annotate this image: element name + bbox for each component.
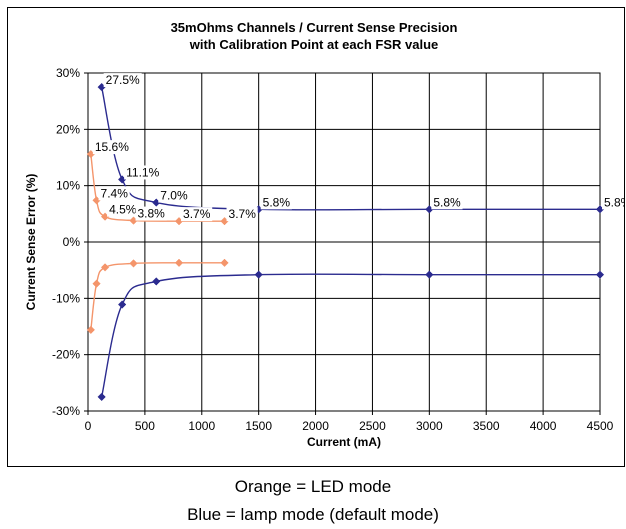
data-label-bg bbox=[135, 206, 167, 221]
data-label-bg bbox=[181, 207, 213, 222]
x-tick-label: 2000 bbox=[302, 419, 329, 433]
data-label-bg bbox=[260, 195, 292, 210]
data-label-bg bbox=[602, 195, 624, 210]
data-label: 15.6% bbox=[95, 140, 129, 154]
data-label: 3.8% bbox=[138, 207, 166, 221]
x-tick-label: 4500 bbox=[587, 419, 614, 433]
data-label: 3.7% bbox=[183, 207, 211, 221]
x-tick-label: 0 bbox=[85, 419, 92, 433]
data-label-bg bbox=[103, 73, 142, 88]
series-4-point bbox=[92, 279, 101, 288]
y-tick-label: -20% bbox=[52, 348, 80, 362]
series-2-point bbox=[254, 270, 263, 279]
series-2-point bbox=[97, 392, 106, 402]
caption-blue-lamp-mode: Blue = lamp mode (default mode) bbox=[187, 505, 439, 524]
series-2-point bbox=[425, 270, 434, 279]
data-label: 7.4% bbox=[101, 186, 129, 200]
series-4-point bbox=[129, 259, 138, 268]
y-tick-label: -30% bbox=[52, 404, 80, 418]
data-label: 3.7% bbox=[229, 207, 257, 221]
chart-frame: 35mOhms Channels / Current Sense Precisi… bbox=[7, 7, 625, 467]
series-2-point bbox=[595, 270, 605, 279]
chart-title-line-1: 35mOhms Channels / Current Sense Precisi… bbox=[171, 20, 458, 35]
x-tick-label: 3000 bbox=[416, 419, 443, 433]
y-tick-label: 20% bbox=[56, 122, 80, 136]
y-axis-label: Current Sense Error (%) bbox=[24, 174, 38, 311]
series-4-point bbox=[220, 258, 229, 267]
data-label-bg bbox=[158, 188, 190, 203]
data-label: 11.1% bbox=[126, 165, 159, 179]
data-label: 5.8% bbox=[263, 195, 291, 209]
data-label-bg bbox=[431, 195, 463, 210]
data-label-bg bbox=[107, 202, 139, 217]
data-label: 7.0% bbox=[160, 189, 188, 203]
chart-title-line-2: with Calibration Point at each FSR value bbox=[189, 37, 439, 52]
x-tick-label: 2500 bbox=[359, 419, 386, 433]
y-tick-label: 30% bbox=[56, 66, 80, 80]
chart: 35mOhms Channels / Current Sense Precisi… bbox=[24, 20, 624, 449]
data-label-bg bbox=[98, 186, 130, 201]
data-label: 27.5% bbox=[106, 73, 140, 87]
series-4-point bbox=[86, 325, 95, 335]
x-tick-label: 3500 bbox=[473, 419, 500, 433]
data-label: 4.5% bbox=[109, 203, 137, 217]
series-4-point bbox=[100, 263, 110, 272]
y-tick-label: -10% bbox=[52, 291, 80, 305]
x-tick-label: 1000 bbox=[188, 419, 215, 433]
x-tick-label: 500 bbox=[135, 419, 155, 433]
data-label: 5.8% bbox=[433, 195, 461, 209]
caption-orange-led-mode: Orange = LED mode bbox=[234, 477, 392, 496]
series-2-point bbox=[152, 277, 161, 286]
data-label-bg bbox=[226, 207, 258, 222]
data-label-bg bbox=[92, 140, 131, 155]
series-4-point bbox=[174, 258, 184, 267]
data-label-bg bbox=[124, 165, 163, 180]
y-tick-label: 10% bbox=[56, 179, 80, 193]
x-axis-label: Current (mA) bbox=[307, 435, 381, 449]
series-2-point bbox=[117, 300, 127, 309]
data-label: 5.8% bbox=[604, 195, 624, 209]
x-tick-label: 4000 bbox=[530, 419, 557, 433]
x-tick-label: 1500 bbox=[245, 419, 272, 433]
y-tick-label: 0% bbox=[63, 235, 81, 249]
